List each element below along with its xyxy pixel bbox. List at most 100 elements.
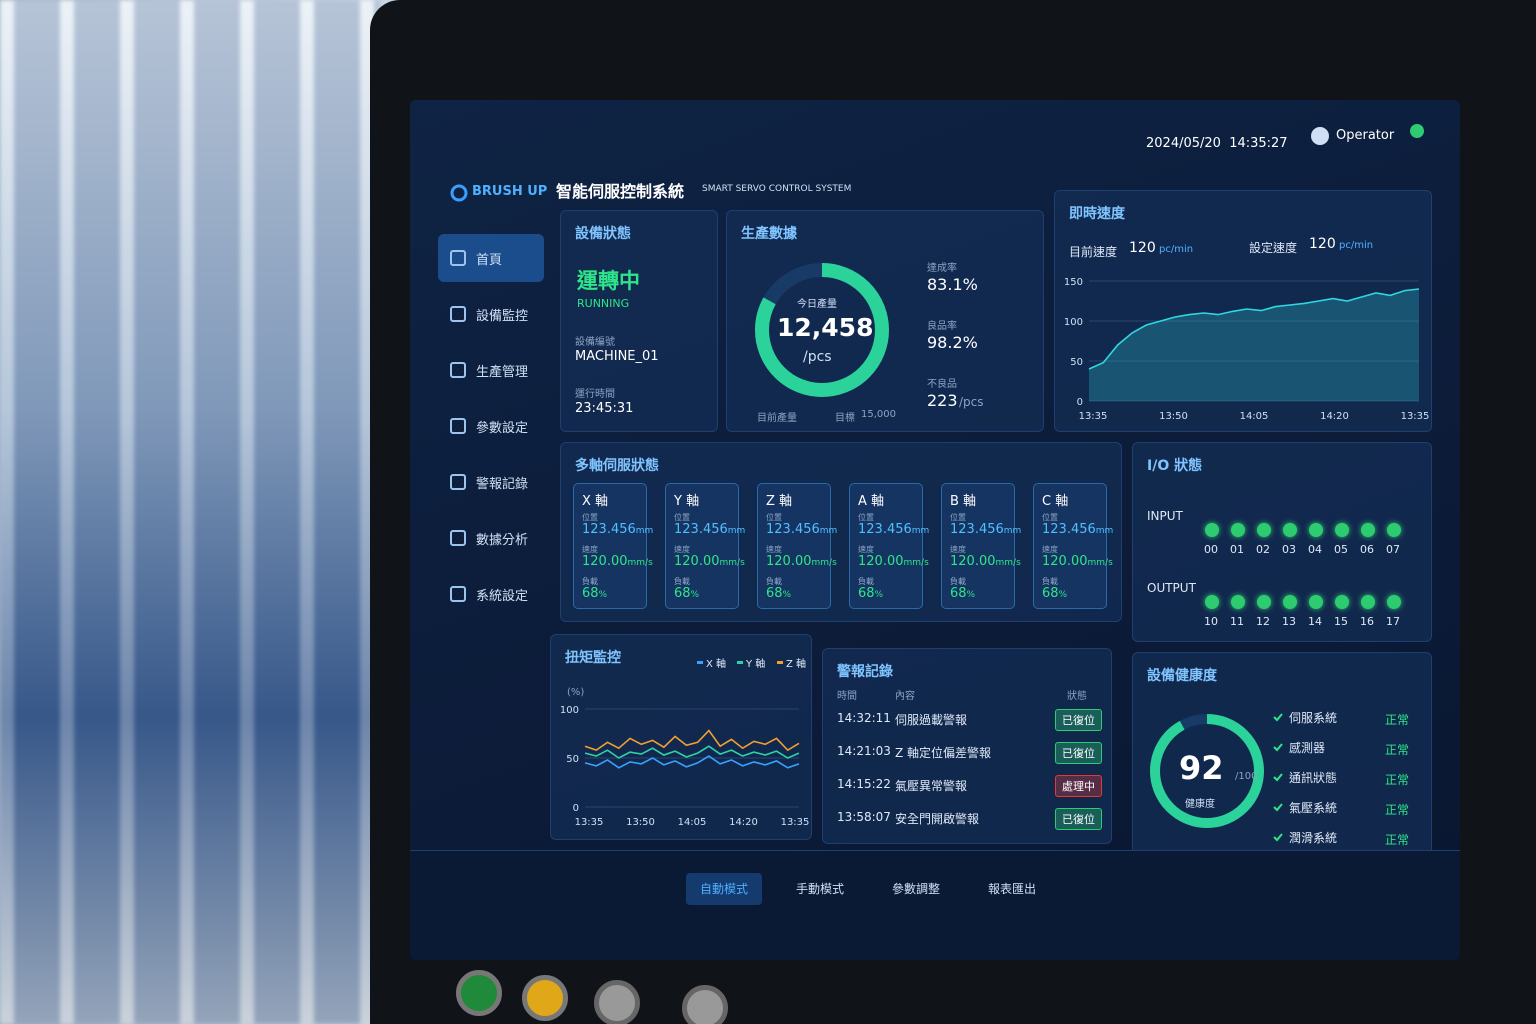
value: 123.456: [858, 522, 912, 537]
user-name: Operator: [1336, 128, 1395, 143]
unit: /pcs: [803, 349, 832, 365]
nav-item[interactable]: 首頁: [438, 234, 544, 282]
mode-tab[interactable]: 參數調整: [892, 882, 941, 896]
card-title: I/O 狀態: [1147, 458, 1203, 474]
value-row: 123.456mm: [1042, 522, 1113, 537]
io-led: [1309, 595, 1323, 609]
today-output: 12,458: [777, 313, 874, 342]
nav-item[interactable]: 生產管理: [438, 346, 544, 394]
nav-icon: [450, 474, 466, 490]
value-row: 68%: [950, 586, 975, 601]
io-channel: 02: [1256, 543, 1270, 556]
unit: mm: [1003, 526, 1022, 536]
legend-label: X 軸: [706, 659, 727, 670]
online-dot: [1410, 124, 1424, 138]
health-item: 伺服系統: [1289, 711, 1338, 725]
value-row: 120.00mm/s: [766, 554, 837, 569]
chart: [1150, 714, 1264, 828]
card-title: 設備狀態: [575, 226, 631, 242]
io-channel: 17: [1386, 615, 1400, 628]
check-icon: [1273, 803, 1283, 812]
axis-name: C 軸: [1042, 494, 1069, 509]
io-channel: 04: [1308, 543, 1322, 556]
card-title: 扭矩監控: [565, 650, 621, 666]
nav-item[interactable]: 系統設定: [438, 570, 544, 618]
value-row: 120.00mm/s: [858, 554, 929, 569]
rate-value: 83.1%: [927, 275, 978, 294]
rate-value: 98.2%: [927, 333, 978, 352]
chart: 0 50 100 13:35 13:50 14:05 14:20 13:35: [560, 705, 809, 828]
value: 120: [1129, 240, 1156, 256]
factory-background: [0, 0, 380, 1024]
alarm-text: 安全門開啟警報: [895, 812, 980, 826]
unit: %: [782, 590, 792, 600]
health-item: 通訊狀態: [1289, 771, 1338, 785]
column-header: 內容: [895, 691, 915, 702]
gray-button: [594, 980, 640, 1024]
area: [1089, 289, 1419, 401]
data-line: [584, 755, 800, 769]
io-led: [1257, 523, 1271, 537]
health-state: 正常: [1385, 803, 1410, 817]
mode-tab[interactable]: 手動模式: [796, 882, 845, 896]
label: 良品率: [927, 321, 957, 332]
value-row: 123.456mm: [766, 522, 837, 537]
y-tick-label: 100: [1064, 317, 1083, 328]
sidebar: 首頁設備監控生產管理參數設定警報記錄數據分析系統設定: [410, 200, 550, 840]
value-row: 123.456mm: [582, 522, 653, 537]
axis-card: Z 軸位置 123.456mm 速度 120.00mm/s 負載 68%: [757, 483, 837, 609]
axis-name: A 軸: [858, 494, 885, 509]
io-led: [1205, 595, 1219, 609]
y-tick-label: 0: [573, 803, 579, 814]
header: BRUSH UP 智能伺服控制系統 SMART SERVO CONTROL SYST…: [410, 100, 1460, 202]
value: 120: [1309, 236, 1336, 252]
nav-item[interactable]: 警報記錄: [438, 458, 544, 506]
io-label: INPUT: [1147, 509, 1183, 523]
mode-tab[interactable]: 報表匯出: [988, 882, 1037, 896]
axis-card: C 軸位置 123.456mm 速度 120.00mm/s 負載 68%: [1033, 483, 1113, 609]
column-header: 時間: [837, 691, 857, 702]
label: 今日產量: [797, 299, 837, 310]
label: 位置: [766, 513, 782, 522]
io-led: [1387, 523, 1401, 537]
production-card: 生產數據 今日產量 12,458/pcs 目前產量 目標 15,000 達成率 83.1% 良品…: [726, 210, 1044, 432]
io-channel: 01: [1230, 543, 1244, 556]
nav-item[interactable]: 參數設定: [438, 402, 544, 450]
io-channel: 06: [1360, 543, 1374, 556]
unit: mm: [635, 526, 654, 536]
axis-card: X 軸位置 123.456mm 速度 120.00mm/s 負載 68%: [573, 483, 653, 609]
axis-card: A 軸位置 123.456mm 速度 120.00mm/s 負載 68%: [849, 483, 929, 609]
x-tick-label: 13:50: [1159, 411, 1188, 422]
x-tick-label: 13:35: [575, 817, 604, 828]
nav-label: 設備監控: [476, 308, 529, 324]
nav-item[interactable]: 設備監控: [438, 290, 544, 338]
value-row: 120.00mm/s: [1042, 554, 1113, 569]
io-channel: 11: [1230, 615, 1244, 628]
health-gauge: [1150, 714, 1264, 828]
unit: mm/s: [627, 558, 653, 568]
unit: pc/min: [1339, 240, 1374, 251]
label: 運行時間: [575, 389, 615, 400]
axis-card: B 軸位置 123.456mm 速度 120.00mm/s 負載 68%: [941, 483, 1021, 609]
unit: mm: [911, 526, 930, 536]
unit: %: [966, 590, 976, 600]
nav-item[interactable]: 數據分析: [438, 514, 544, 562]
io-label: OUTPUT: [1147, 581, 1196, 595]
nav-label: 參數設定: [476, 420, 529, 436]
value: 120.00: [766, 554, 812, 569]
io-channel: 03: [1282, 543, 1296, 556]
card-title: 多軸伺服狀態: [575, 458, 659, 474]
unit: pc/min: [1159, 244, 1194, 255]
axis-name: B 軸: [950, 494, 977, 509]
y-tick-label: 0: [1077, 397, 1083, 408]
torque-card: 扭矩監控 X 軸 Y 軸 Z 軸 (%) 0 50 100 13:35 13:50 14:05 14:…: [550, 634, 812, 840]
alarm-text: 氣壓異常警報: [895, 779, 968, 793]
io-led: [1283, 523, 1297, 537]
mode-tab[interactable]: 自動模式: [686, 873, 763, 905]
alarm-status: 處理中: [1055, 775, 1102, 797]
health-item: 潤滑系統: [1289, 831, 1338, 845]
x-tick-label: 13:35: [1079, 411, 1108, 422]
state: 運轉中: [577, 269, 640, 293]
legend-swatch: [737, 661, 743, 664]
card-title: 設備健康度: [1147, 668, 1217, 684]
